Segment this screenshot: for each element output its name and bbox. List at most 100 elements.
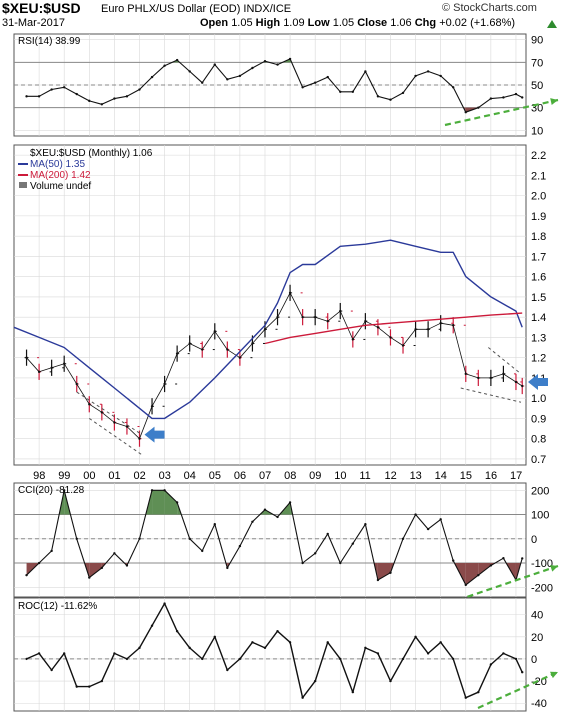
x-tick-label: 03 [159, 470, 171, 482]
price-legend-title: $XEU:$USD (Monthly) 1.06 [30, 148, 153, 159]
price-point [25, 356, 28, 359]
cci-point [464, 583, 467, 587]
cci-point [113, 552, 116, 555]
roc-point [37, 652, 41, 655]
falling-wedge-lower-2017 [460, 387, 522, 403]
roc-point [125, 657, 129, 661]
price-point [414, 328, 417, 331]
y-tick-label: 1.9 [531, 211, 546, 223]
roc-point [163, 602, 166, 605]
roc-point [464, 696, 467, 699]
x-tick-label: 07 [259, 470, 271, 482]
green-dashed-trendline [457, 564, 559, 602]
price-point [125, 425, 129, 428]
ma50-legend-label: MA(50) 1.35 [30, 159, 85, 170]
price-point [426, 328, 430, 331]
price-point [113, 421, 116, 424]
rsi-point [464, 111, 467, 114]
overbought-fill [152, 490, 165, 515]
x-tick-label: 13 [410, 470, 422, 482]
y-tick-label: 0.8 [531, 434, 546, 446]
trendline-arrowhead [550, 98, 558, 105]
y-tick-label: 50 [531, 80, 543, 92]
y-tick-label: -100 [531, 558, 553, 570]
price-point [150, 405, 154, 408]
cci-point [88, 576, 91, 579]
cci-point [50, 549, 53, 553]
volume-legend-swatch [19, 182, 27, 188]
cci-point [452, 559, 455, 562]
ma50-line [13, 239, 523, 420]
price-point [37, 370, 41, 374]
cci-title: CCI(20) -81.28 [18, 485, 85, 496]
x-tick-label: 16 [485, 470, 497, 482]
y-tick-label: 1.4 [531, 312, 546, 324]
rsi-point [452, 86, 455, 89]
y-tick-label: 40 [531, 610, 543, 622]
rsi-point [288, 57, 292, 61]
price-panel: 0.70.80.91.01.11.21.31.41.51.61.71.81.92… [13, 144, 548, 466]
x-tick-label: 06 [234, 470, 246, 482]
y-tick-label: 20 [531, 632, 543, 644]
rsi-point [339, 90, 342, 94]
roc-point [301, 696, 304, 699]
roc-point [113, 652, 116, 655]
price-point [489, 376, 493, 380]
low-label: Low [307, 17, 330, 29]
roc-point [521, 671, 524, 674]
rsi-point [389, 98, 392, 101]
quote-line: Open 1.05 High 1.09 Low 1.05 Close 1.06 … [200, 17, 515, 29]
low-value: 1.05 [332, 17, 355, 29]
cci-point [351, 542, 355, 545]
y-tick-label: 1.6 [531, 272, 546, 284]
cci-point [25, 573, 28, 577]
price-point [213, 330, 216, 333]
x-tick-label: 11 [359, 470, 370, 482]
cci-point [263, 508, 267, 511]
cci-point [401, 537, 405, 540]
rsi-point [62, 86, 66, 89]
y-tick-label: 2.1 [531, 170, 546, 182]
roc-point [326, 641, 329, 644]
instrument-name: Euro PHLX/US Dollar (EOD) INDX/ICE [101, 3, 292, 15]
x-tick-label: 12 [384, 470, 396, 482]
y-tick-label: -40 [531, 698, 547, 710]
rsi-point [364, 70, 367, 73]
x-tick-label: 05 [209, 470, 221, 482]
roc-point [514, 657, 518, 661]
price-point [163, 382, 166, 386]
x-tick-label: 09 [309, 470, 321, 482]
chg-value: +0.02 (+1.68%) [439, 17, 516, 29]
cci-point [376, 578, 380, 582]
cci-point [276, 515, 279, 519]
close-value: 1.06 [390, 17, 412, 29]
oversold-fill [89, 563, 102, 578]
y-tick-label: 1.8 [531, 231, 546, 243]
rsi-point [489, 97, 493, 100]
quote-date: 31-Mar-2017 [2, 17, 65, 29]
cci-point [213, 523, 216, 526]
rsi-point [426, 70, 430, 73]
green-dashed-trendline [477, 670, 559, 710]
ma200-line [264, 312, 523, 345]
cci-point [62, 489, 66, 492]
y-tick-label: 200 [531, 485, 549, 497]
cci-point [37, 561, 41, 565]
trendline-arrowhead [550, 565, 558, 572]
y-tick-label: 100 [531, 510, 549, 522]
cci-point [414, 513, 417, 516]
y-tick-label: -200 [531, 582, 553, 594]
cci-point [150, 489, 154, 492]
rsi-point [113, 97, 116, 100]
price-point [226, 348, 229, 351]
price-point [100, 411, 104, 414]
roc-point [439, 641, 442, 644]
price-point [464, 372, 467, 376]
stockcharts-credit[interactable]: © StockCharts.com [442, 2, 537, 14]
roc-point [477, 690, 480, 694]
roc-point [426, 652, 430, 655]
rsi-point [502, 96, 505, 99]
roc-point [364, 646, 367, 650]
price-point [313, 315, 317, 319]
cci-point [301, 561, 304, 565]
